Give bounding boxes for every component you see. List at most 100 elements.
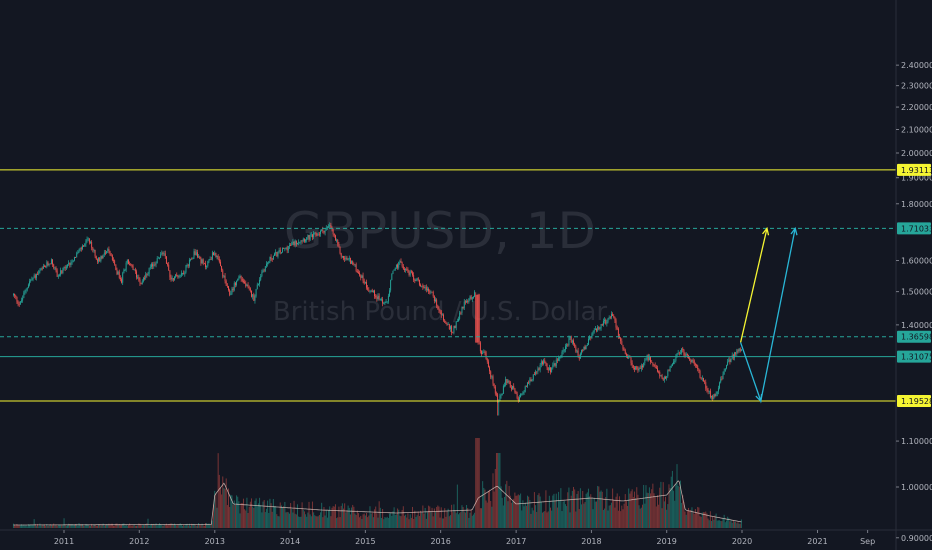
candle-body	[598, 326, 600, 329]
candle-body	[415, 279, 417, 282]
volume-bar	[18, 525, 20, 528]
volume-bar	[613, 499, 615, 528]
volume-bar	[26, 526, 28, 528]
volume-bar	[242, 498, 244, 528]
volume-bar	[706, 513, 708, 528]
volume-bar	[520, 493, 522, 528]
candle-body	[606, 321, 608, 324]
volume-bar	[471, 515, 473, 528]
volume-bar	[280, 505, 282, 528]
candle-body	[215, 252, 217, 257]
volume-bar	[147, 518, 149, 528]
volume-bar	[575, 511, 577, 528]
volume-bar	[293, 500, 295, 528]
level-label-1.71033: 1.71033	[901, 224, 932, 233]
volume-bar	[21, 524, 23, 528]
candle-body	[608, 317, 610, 319]
candle-body	[289, 245, 290, 247]
candle-body	[52, 259, 54, 265]
volume-bar	[110, 523, 112, 528]
volume-bar	[210, 523, 212, 528]
candle-body	[716, 391, 718, 394]
candle-body	[226, 285, 228, 287]
volume-bar	[372, 517, 374, 528]
horizontal-levels[interactable]	[0, 169, 896, 402]
candle-body	[42, 265, 44, 269]
candle-body	[70, 262, 72, 265]
candle-body	[717, 388, 719, 392]
candle-body	[161, 252, 163, 255]
volume-bar	[123, 523, 125, 528]
candle-body	[414, 279, 416, 282]
candle-body	[599, 328, 601, 329]
volume-bar	[697, 506, 699, 528]
volume-bar	[49, 524, 51, 528]
volume-bar	[676, 464, 678, 528]
volume-bar	[506, 480, 508, 528]
volume-bar	[702, 512, 704, 528]
candle-body	[162, 252, 164, 254]
volume-bar	[257, 503, 259, 528]
volume-bar	[497, 453, 499, 528]
candle-body	[470, 296, 472, 300]
candle-body	[661, 375, 663, 379]
volume-bar	[395, 514, 397, 528]
volume-bar	[163, 524, 165, 528]
candle-body	[44, 265, 45, 267]
volume-bar	[462, 507, 464, 528]
candle-body	[368, 289, 370, 292]
candle-body	[566, 344, 568, 347]
volume-bar	[55, 524, 57, 528]
volume-bar	[482, 481, 484, 528]
candle-body	[519, 397, 520, 401]
volume-bar	[635, 498, 637, 528]
volume-bar	[514, 492, 516, 528]
volume-bar	[655, 506, 657, 528]
candle-body	[287, 246, 289, 251]
volume-bar	[558, 491, 560, 528]
volume-bar	[654, 496, 656, 528]
volume-bar	[274, 506, 276, 528]
volume-bar	[190, 525, 192, 528]
candle-body	[31, 279, 33, 281]
candle-body	[324, 229, 326, 233]
candle-body	[730, 358, 732, 362]
volume-bar	[408, 519, 410, 528]
volume-bar	[490, 500, 492, 528]
candle-body	[147, 273, 149, 275]
volume-bar	[15, 525, 17, 528]
price-axis[interactable]: 0.90000 1.00000 1.10000 1.40000 1.50000 1.600…	[896, 61, 932, 543]
candle-body	[406, 268, 408, 270]
volume-bar	[228, 488, 230, 528]
candle-body	[593, 329, 595, 332]
candle-body	[329, 224, 331, 227]
volume-bar	[738, 523, 740, 528]
candle-body	[321, 229, 323, 231]
candle-body	[464, 301, 466, 303]
candle-body	[210, 259, 212, 260]
volume-bar	[700, 516, 702, 528]
candle-body	[582, 350, 584, 351]
volume-bar	[412, 506, 414, 528]
candle-body	[294, 240, 296, 246]
volume-bar	[674, 500, 676, 528]
time-tick-2019: 2019	[657, 537, 677, 546]
candle-body	[491, 376, 493, 378]
candle-body	[244, 281, 246, 284]
candle-body	[694, 364, 696, 366]
volume-bar	[509, 495, 511, 528]
volume-bar	[223, 488, 225, 528]
level-label-1.19528: 1.19528	[901, 397, 932, 406]
volume-bar	[37, 523, 39, 528]
candle-body	[260, 276, 262, 280]
volume-bar	[75, 524, 77, 528]
time-axis[interactable]: 2011 2012 2013 2014 2015 2016 2017 2018 2019 2020…	[54, 530, 875, 546]
candle-body	[37, 273, 39, 275]
volume-bar	[73, 524, 75, 528]
projection-arrows[interactable]	[739, 226, 798, 404]
candle-body	[425, 287, 427, 290]
candle-body	[636, 366, 638, 369]
volume-bar	[332, 506, 334, 528]
volume-bar	[463, 511, 465, 528]
